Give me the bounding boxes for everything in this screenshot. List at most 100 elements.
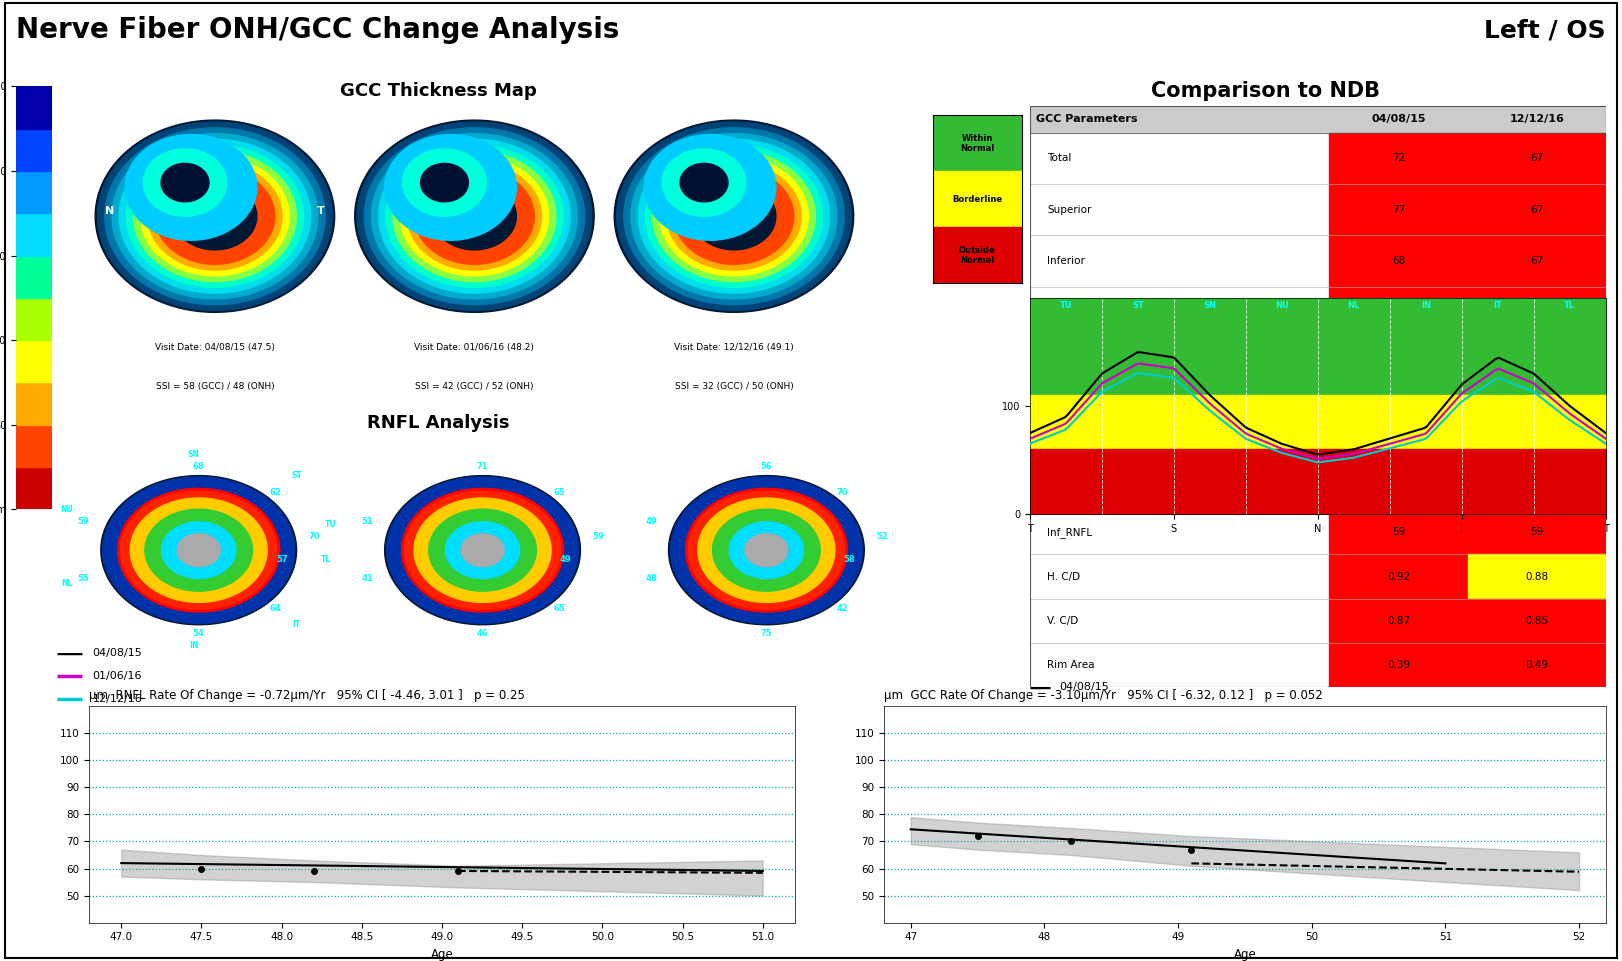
Text: 29.439: 29.439 [1518,358,1555,369]
Bar [933,115,1022,171]
Polygon shape [652,151,816,282]
Text: Outside
Normal: Outside Normal [959,246,996,265]
Polygon shape [386,145,563,287]
Bar [1330,554,1468,599]
Text: FLV (%): FLV (%) [1048,308,1087,317]
Text: Visit Date: 12/12/16 (49.1): Visit Date: 12/12/16 (49.1) [675,343,793,352]
Text: Rim Area: Rim Area [1048,660,1095,670]
Polygon shape [102,477,295,624]
Text: 59: 59 [1392,528,1405,537]
Bar [1468,599,1606,643]
Bar [1030,394,1606,422]
Text: H. C/D: H. C/D [1048,572,1080,581]
Text: 7.077: 7.077 [1384,308,1413,317]
Text: 0.88: 0.88 [1525,572,1549,581]
Bar [1330,235,1468,286]
X-axis label: Age: Age [1233,948,1257,961]
Bar [1468,510,1606,554]
Polygon shape [365,128,584,305]
Text: 11.545: 11.545 [1518,308,1555,317]
Text: SN: SN [188,451,200,459]
Text: NL: NL [1348,301,1359,310]
Text: 04/08/15: 04/08/15 [1371,403,1426,413]
Text: 59: 59 [592,532,603,541]
Text: 68: 68 [1392,256,1405,266]
Polygon shape [97,122,333,310]
Polygon shape [118,489,279,611]
Bar [933,228,1022,283]
Bar [16,171,52,213]
Text: 12/12/16: 12/12/16 [1059,729,1109,739]
Bar [1030,184,1330,235]
Text: 01/06/16: 01/06/16 [92,672,143,681]
Text: 60: 60 [1392,483,1405,493]
Text: 75: 75 [761,629,772,638]
Text: 71: 71 [477,462,488,471]
Polygon shape [384,476,581,625]
Polygon shape [644,135,775,240]
Bar [1330,286,1468,338]
Polygon shape [105,128,324,305]
Polygon shape [161,163,209,202]
Polygon shape [461,533,504,567]
Text: NL: NL [62,579,73,588]
Polygon shape [127,145,303,287]
Polygon shape [402,489,563,611]
Bar [16,467,52,509]
Text: 04/08/15: 04/08/15 [1371,114,1426,124]
Bar [1330,422,1468,466]
Text: 42: 42 [837,604,848,613]
Text: 0.49: 0.49 [1525,660,1549,670]
Polygon shape [631,134,837,299]
Text: 0.92: 0.92 [1387,572,1410,581]
Polygon shape [177,533,221,567]
Text: 68: 68 [193,462,204,471]
Text: ST: ST [1132,301,1144,310]
Polygon shape [712,509,821,591]
Text: TU: TU [324,520,337,529]
Polygon shape [174,183,256,250]
Text: 67: 67 [1530,256,1543,266]
Bar [1330,338,1468,389]
Text: 04/08/15: 04/08/15 [1059,682,1109,692]
Polygon shape [402,149,487,216]
Bar [1468,235,1606,286]
Text: RNFL Parameters: RNFL Parameters [1036,403,1144,413]
Text: 0.85: 0.85 [1525,616,1549,626]
Text: 58: 58 [843,554,855,563]
Text: SSI = 32 (GCC) / 50 (ONH): SSI = 32 (GCC) / 50 (ONH) [675,382,793,391]
Text: SN: SN [1204,301,1216,310]
Text: Visit Date: 04/08/15 (47.5): Visit Date: 04/08/15 (47.5) [156,343,274,352]
Bar [16,213,52,256]
Bar [16,425,52,467]
Bar [1330,466,1468,510]
Text: 67: 67 [1530,205,1543,214]
Text: 65: 65 [553,487,564,497]
Polygon shape [141,157,289,276]
Polygon shape [680,163,728,202]
Text: Within
Normal: Within Normal [960,134,994,153]
Bar [1468,554,1606,599]
Text: 48: 48 [646,574,657,583]
Text: 67: 67 [1530,154,1543,163]
Polygon shape [415,168,534,264]
Text: Left / OS: Left / OS [1484,18,1606,42]
Polygon shape [371,134,577,299]
Polygon shape [393,151,556,282]
Text: 59: 59 [78,517,89,527]
Bar [1468,338,1606,389]
Bar [1030,133,1330,184]
Text: 62: 62 [269,487,281,497]
Text: RNFL Analysis: RNFL Analysis [367,414,509,431]
Bar [1030,338,1330,389]
Text: 12/12/16: 12/12/16 [1508,114,1564,124]
Polygon shape [357,122,592,310]
Text: 65: 65 [553,604,564,613]
Text: Nerve Fiber ONH/GCC Change Analysis: Nerve Fiber ONH/GCC Change Analysis [16,16,620,44]
Text: Sup_RNFL: Sup_RNFL [1048,482,1098,494]
Text: 56: 56 [761,462,772,471]
Text: 57: 57 [1530,483,1543,493]
Polygon shape [144,509,253,591]
Polygon shape [384,135,516,240]
Text: 46: 46 [477,629,488,638]
